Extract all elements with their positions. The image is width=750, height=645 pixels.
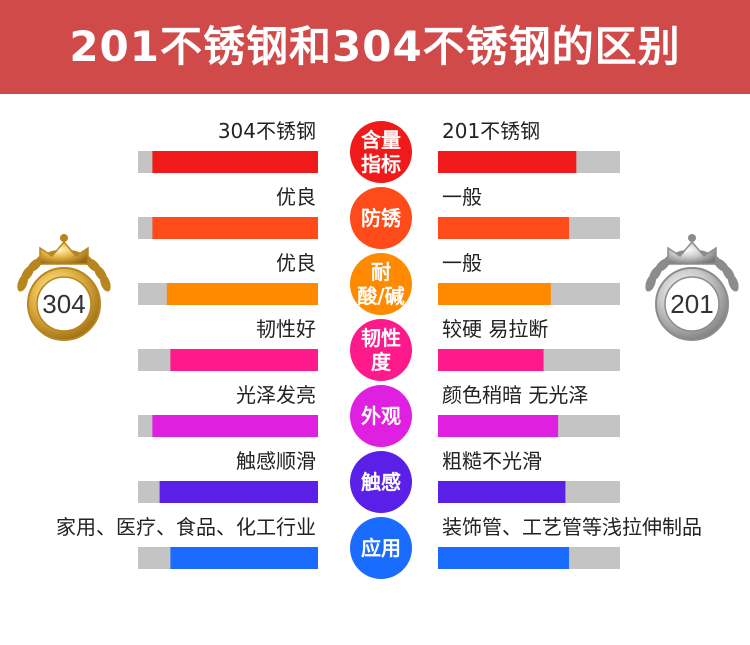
category-circle xyxy=(350,187,412,249)
category-circle xyxy=(350,451,412,513)
left-bar xyxy=(159,481,318,503)
category-label: 防锈 xyxy=(361,206,401,230)
category-label: 触感 xyxy=(361,470,401,494)
category-circle xyxy=(350,121,412,183)
medal-201: 201 xyxy=(645,234,739,341)
right-label: 201不锈钢 xyxy=(442,119,540,143)
right-label: 一般 xyxy=(442,185,482,209)
category-label: 酸/碱 xyxy=(357,284,404,308)
right-bar xyxy=(438,283,551,305)
left-label: 优良 xyxy=(276,185,316,209)
crown-icon xyxy=(39,240,89,265)
right-bar xyxy=(438,151,577,173)
medal-label: 304 xyxy=(42,289,85,319)
crown-icon xyxy=(667,240,717,265)
category-label: 韧性 xyxy=(361,326,401,350)
left-label: 304不锈钢 xyxy=(218,119,316,143)
left-bar xyxy=(152,415,318,437)
left-label: 触感顺滑 xyxy=(236,449,316,473)
left-label: 韧性好 xyxy=(256,317,316,341)
right-label: 装饰管、工艺管等浅拉伸制品 xyxy=(442,515,702,539)
category-label: 耐 xyxy=(371,260,391,284)
left-bar xyxy=(152,217,318,239)
category-circle xyxy=(350,253,412,315)
category-label: 指标 xyxy=(361,152,401,176)
medal-304: 304 xyxy=(17,234,111,341)
right-bar xyxy=(438,217,570,239)
right-label: 颜色稍暗 无光泽 xyxy=(442,383,588,407)
left-bar xyxy=(170,547,318,569)
right-bar xyxy=(438,481,566,503)
title-banner xyxy=(0,0,750,94)
left-label: 家用、医疗、食品、化工行业 xyxy=(56,515,316,539)
category-circle xyxy=(350,319,412,381)
right-label: 粗糙不光滑 xyxy=(442,449,542,473)
right-bar xyxy=(438,349,544,371)
right-bar xyxy=(438,547,570,569)
page-title: 201不锈钢和304不锈钢的区别 xyxy=(69,22,681,71)
category-label: 含量 xyxy=(361,128,401,152)
medal-label: 201 xyxy=(670,289,713,319)
right-bar xyxy=(438,415,559,437)
category-label: 外观 xyxy=(361,404,401,428)
left-bar xyxy=(170,349,318,371)
category-label: 应用 xyxy=(361,536,401,560)
left-bar xyxy=(152,151,318,173)
left-bar xyxy=(166,283,318,305)
right-label: 较硬 易拉断 xyxy=(442,317,548,341)
right-label: 一般 xyxy=(442,251,482,275)
left-label: 光泽发亮 xyxy=(236,383,316,407)
category-circle xyxy=(350,385,412,447)
left-label: 优良 xyxy=(276,251,316,275)
category-label: 度 xyxy=(371,350,392,374)
category-circle xyxy=(350,517,412,579)
